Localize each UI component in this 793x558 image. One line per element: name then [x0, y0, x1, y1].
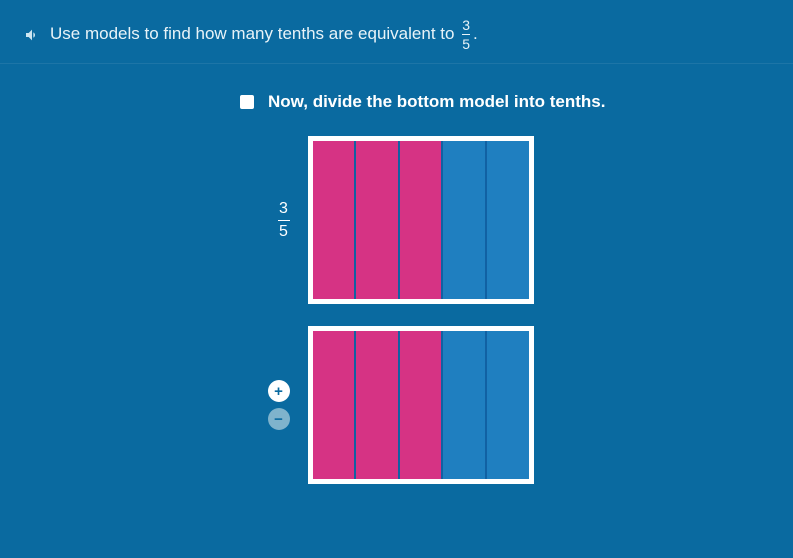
model-column: [313, 141, 357, 299]
bottom-model-row: + −: [260, 326, 534, 484]
model-column: [443, 141, 487, 299]
question-header: Use models to find how many tenths are e…: [0, 0, 793, 64]
model-column: [313, 331, 357, 479]
model-column: [356, 141, 400, 299]
top-model-label: 3 5: [260, 201, 290, 240]
instruction-text: Now, divide the bottom model into tenths…: [268, 92, 605, 112]
remove-division-button[interactable]: −: [268, 408, 290, 430]
stop-icon: [240, 95, 254, 109]
model-column: [356, 331, 400, 479]
add-division-button[interactable]: +: [268, 380, 290, 402]
top-fraction-model: [308, 136, 534, 304]
model-column: [400, 331, 444, 479]
model-column: [443, 331, 487, 479]
model-column: [487, 141, 529, 299]
content-area: Now, divide the bottom model into tenths…: [0, 64, 793, 484]
speaker-icon[interactable]: [24, 27, 40, 43]
model-column: [400, 141, 444, 299]
fraction-three-fifths: 3 5: [278, 201, 290, 240]
question-fraction: 3 5: [462, 18, 470, 51]
question-text: Use models to find how many tenths are e…: [50, 18, 478, 51]
models-container: 3 5 + −: [40, 136, 753, 484]
instruction-row: Now, divide the bottom model into tenths…: [240, 92, 753, 112]
top-model-row: 3 5: [260, 136, 534, 304]
bottom-fraction-model[interactable]: [308, 326, 534, 484]
model-column: [487, 331, 529, 479]
bottom-model-controls: + −: [260, 380, 290, 430]
